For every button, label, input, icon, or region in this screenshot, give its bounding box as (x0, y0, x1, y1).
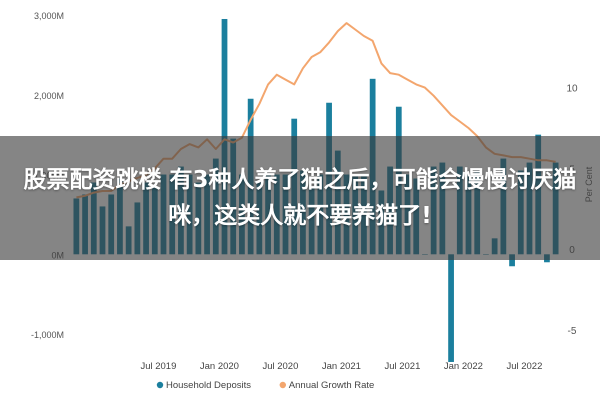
legend-marker (156, 381, 164, 389)
x-tick-label: Jul 2019 (140, 361, 176, 372)
legend-label: Annual Growth Rate (289, 380, 375, 391)
x-tick-label: Jan 2020 (200, 361, 239, 372)
y-right-tick-label: 10 (566, 84, 578, 95)
y-left-tick-label: -1,000M (31, 330, 64, 340)
deposit-bar (509, 254, 515, 267)
overlay-headline: 股票配资跳楼 有3种人养了猫之后，可能会慢慢讨厌猫咪，这类人就不要养猫了! (23, 167, 577, 229)
x-tick-label: Jan 2022 (444, 361, 483, 372)
y-left-tick-label: 3,000M (34, 11, 64, 21)
y-right-tick-label: -5 (568, 326, 577, 337)
overlay-banner: 股票配资跳楼 有3种人养了猫之后，可能会慢慢讨厌猫咪，这类人就不要养猫了! (0, 136, 600, 260)
x-tick-label: Jan 2021 (322, 361, 361, 372)
deposit-bar (448, 254, 454, 362)
x-tick-label: Jul 2020 (262, 361, 298, 372)
legend-label: Household Deposits (166, 380, 251, 391)
x-tick-label: Jul 2021 (384, 361, 420, 372)
legend-marker (279, 381, 286, 389)
x-tick-label: Jul 2022 (506, 361, 542, 372)
y-left-tick-label: 2,000M (34, 91, 64, 101)
